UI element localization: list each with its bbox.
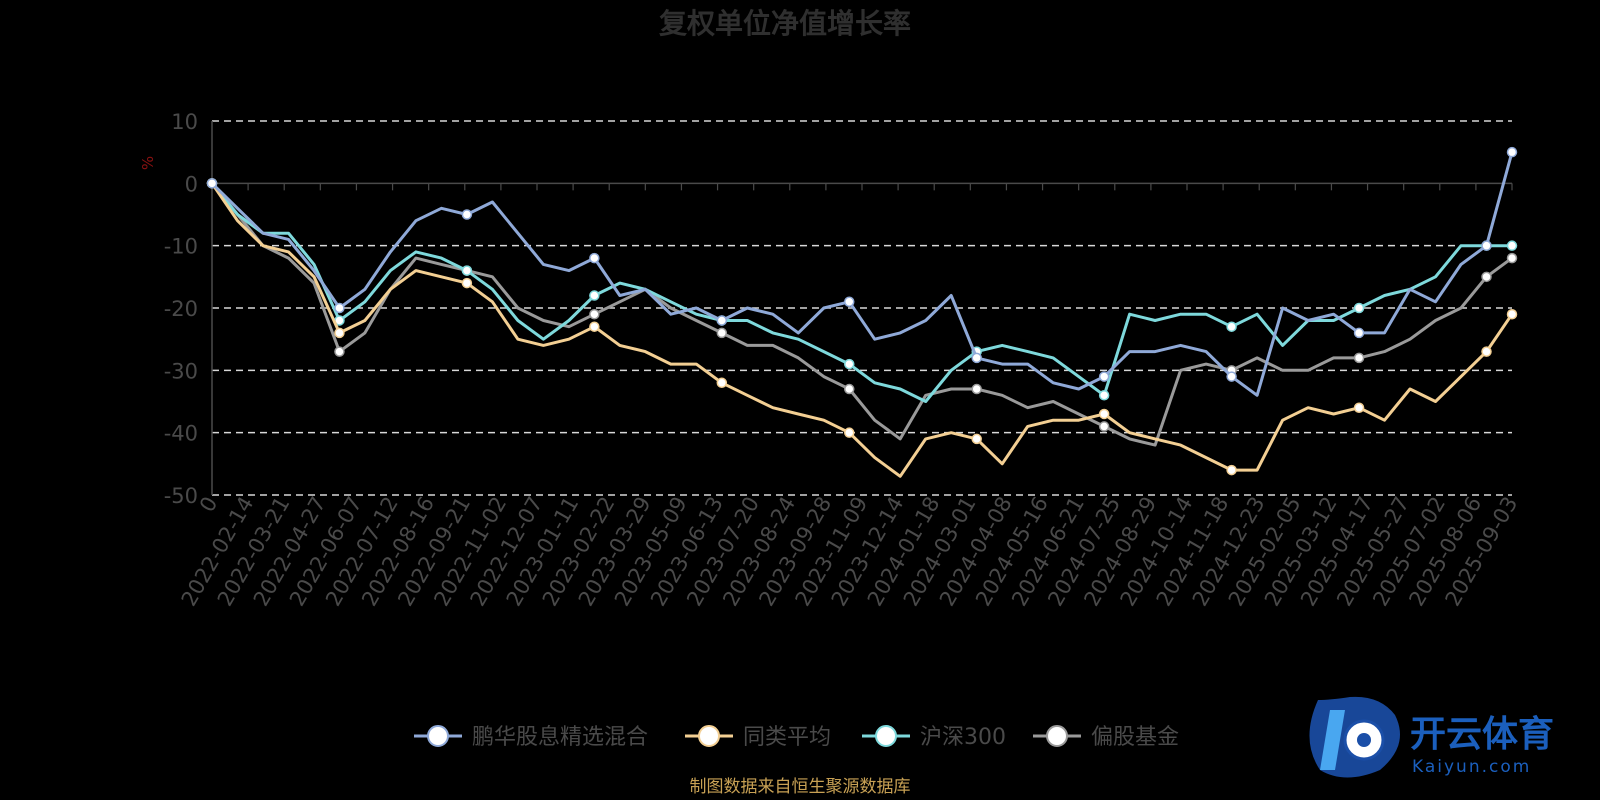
data-point [461,209,473,220]
legend-label: 沪深300 [920,725,1006,750]
data-point [1481,240,1492,251]
legend: 鹏华股息精选混合 同类平均 沪深300 偏股基金 [414,725,1179,750]
data-point [716,327,728,339]
data-point [1506,240,1518,251]
legend-marker [698,725,720,747]
y-tick-label: -50 [164,484,198,508]
data-point [1098,408,1110,420]
series-line [210,182,1512,403]
legend-label: 偏股基金 [1091,725,1179,750]
data-point [206,178,218,189]
data-point [1098,390,1110,401]
legend-label: 鹏华股息精选混合 [472,725,648,750]
data-point [1226,371,1237,382]
data-point [844,296,855,308]
y-axis-unit-label: % [139,156,157,170]
y-tick-label: 0 [185,172,198,196]
chart-title: 复权单位净值增长率 [659,7,911,40]
series-line [210,182,1513,447]
legend-label: 同类平均 [743,725,831,750]
data-point [971,383,982,395]
y-tick-label: -20 [164,297,198,321]
series-0 [206,146,1518,397]
data-point [334,327,345,339]
watermark: 开云体育 Kaiyun.com [1309,696,1554,778]
data-point [1098,371,1110,382]
watermark-text: 开云体育 [1410,714,1554,755]
data-point [334,346,345,357]
y-tick-label: -30 [164,359,198,383]
data-point [1481,346,1492,357]
y-tick-label: 10 [171,110,198,134]
data-point [1353,352,1365,364]
data-point [844,383,855,395]
data-point [461,265,473,276]
data-point [1506,252,1518,264]
data-point [716,377,728,389]
y-tick-label: -10 [164,235,198,259]
legend-marker [427,725,449,747]
watermark-logo [1309,696,1400,778]
data-point [1506,308,1518,320]
data-point [1481,271,1492,283]
data-point [1226,464,1237,476]
data-point [1353,402,1365,413]
data-point [589,308,600,320]
series-2 [206,178,1518,403]
data-point [1226,321,1237,332]
data-point [334,302,345,314]
series-line [210,151,1514,397]
data-point [589,252,600,264]
data-point [461,277,473,289]
series-line [210,182,1514,478]
legend-item: 偏股基金 [1033,725,1179,750]
data-point [844,427,855,438]
x-axis: 02022-02-142022-03-212022-04-272022-06-0… [177,182,1522,610]
grid-lines [212,120,1512,496]
data-point [1353,327,1365,339]
legend-item: 沪深300 [862,725,1006,750]
data-point [589,321,600,332]
data-point [1353,302,1365,314]
data-point [971,352,982,364]
legend-item: 鹏华股息精选混合 [414,725,648,750]
data-point [844,358,855,370]
data-point [589,290,600,301]
series-1 [206,178,1518,478]
watermark-url: Kaiyun.com [1412,757,1531,777]
x-tick-label: 0 [195,493,222,517]
series-3 [206,178,1518,447]
y-axis: 10 0 -10 -20 -30 -40 -50 [164,110,213,508]
data-point [716,315,728,326]
legend-item: 同类平均 [685,725,831,750]
y-tick-label: -40 [164,422,198,446]
data-point [1506,146,1518,158]
data-point [1098,421,1110,432]
data-point [971,433,982,445]
series-lines [206,146,1518,478]
data-source-note: 制图数据来自恒生聚源数据库 [690,777,911,797]
legend-marker [875,725,897,747]
legend-marker [1046,725,1068,747]
